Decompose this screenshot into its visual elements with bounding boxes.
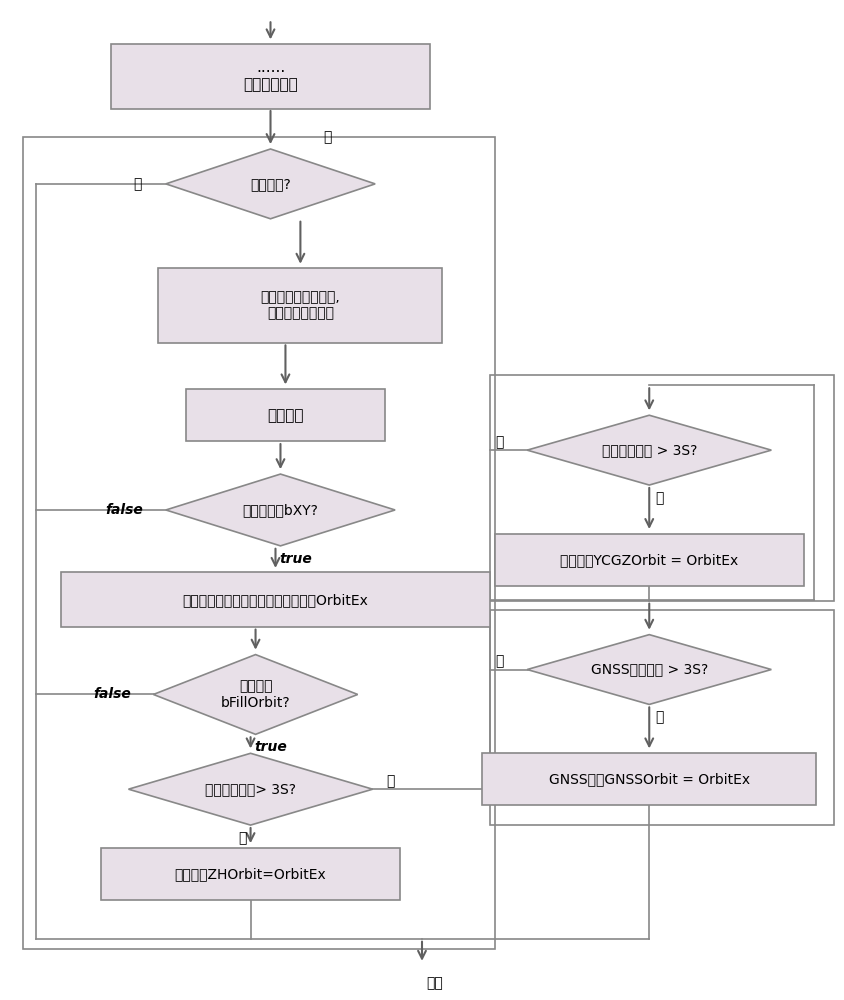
Polygon shape	[128, 753, 372, 825]
Text: 选取初轨计算弹道点,
并分别计算出初轨: 选取初轨计算弹道点, 并分别计算出初轨	[260, 290, 340, 321]
Polygon shape	[165, 149, 375, 219]
Text: false: false	[105, 503, 143, 517]
Text: 初轨已选优bXY?: 初轨已选优bXY?	[242, 503, 318, 517]
Text: 否: 否	[386, 774, 394, 788]
Text: 用选优轨道进行外推，生成外推弹道OrbitEx: 用选优轨道进行外推，生成外推弹道OrbitEx	[182, 593, 368, 607]
Text: 滑行段内?: 滑行段内?	[250, 177, 290, 191]
FancyBboxPatch shape	[495, 534, 803, 586]
Text: 否: 否	[133, 177, 142, 191]
Text: true: true	[279, 552, 311, 566]
Text: true: true	[254, 740, 286, 754]
Text: 否: 否	[495, 435, 503, 449]
Polygon shape	[527, 415, 771, 485]
FancyBboxPatch shape	[61, 572, 490, 627]
Text: false: false	[93, 687, 131, 701]
Text: 初轨选优: 初轨选优	[267, 408, 303, 423]
Text: 遥测弹道中断 > 3S?: 遥测弹道中断 > 3S?	[601, 443, 696, 457]
Text: GNSS弹道中断 > 3S?: GNSS弹道中断 > 3S?	[590, 663, 707, 677]
Text: 综合弹道ZHOrbit=OrbitEx: 综合弹道ZHOrbit=OrbitEx	[175, 867, 326, 881]
FancyBboxPatch shape	[158, 268, 442, 343]
Text: 是: 是	[654, 491, 663, 505]
Text: 是: 是	[323, 130, 332, 144]
Polygon shape	[527, 635, 771, 704]
FancyBboxPatch shape	[482, 753, 815, 805]
Polygon shape	[154, 655, 357, 734]
Text: 遥测弹道YCGZOrbit = OrbitEx: 遥测弹道YCGZOrbit = OrbitEx	[560, 553, 738, 567]
Text: GNSS弹道GNSSOrbit = OrbitEx: GNSS弹道GNSSOrbit = OrbitEx	[548, 772, 749, 786]
FancyBboxPatch shape	[186, 389, 385, 441]
Text: 否: 否	[495, 655, 503, 669]
FancyBboxPatch shape	[111, 44, 430, 109]
Text: 是: 是	[238, 831, 246, 845]
Text: 是: 是	[654, 710, 663, 724]
Text: 继续: 继续	[426, 977, 443, 991]
FancyBboxPatch shape	[101, 848, 399, 900]
Text: ......
常规弹道处理: ...... 常规弹道处理	[243, 60, 298, 92]
Text: 是否填补
bFillOrbit?: 是否填补 bFillOrbit?	[220, 679, 290, 710]
Polygon shape	[165, 474, 395, 546]
Text: 综合弹道中断> 3S?: 综合弹道中断> 3S?	[205, 782, 295, 796]
